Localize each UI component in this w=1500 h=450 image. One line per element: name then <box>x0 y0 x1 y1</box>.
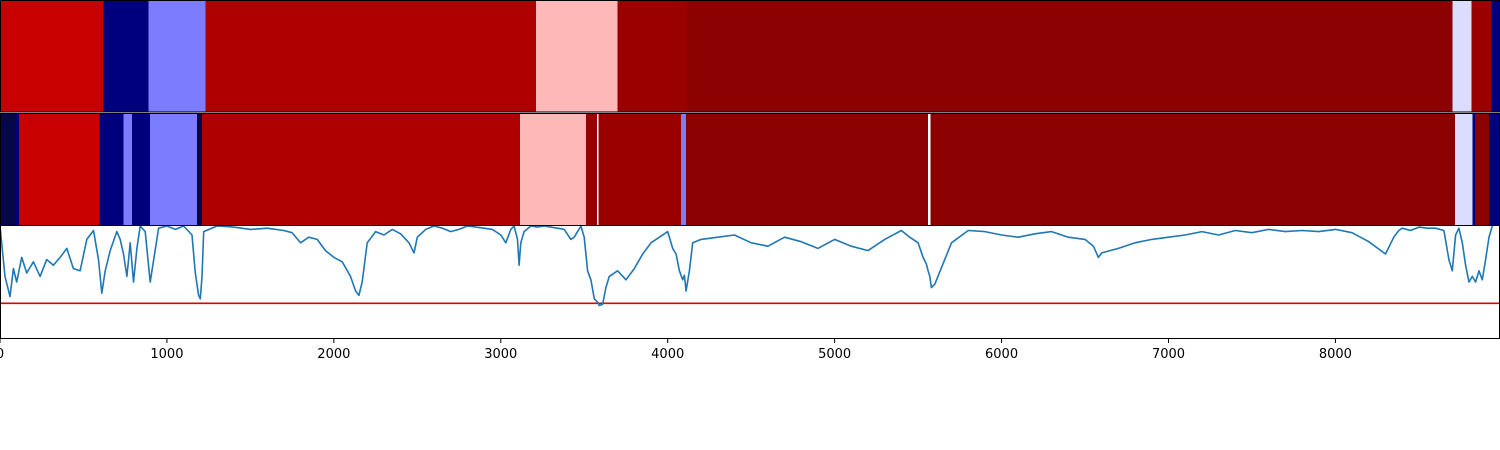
x-tick-label-7000: 7000 <box>1152 347 1185 362</box>
heatmap-segment-1-1 <box>15 114 20 225</box>
heatmap-segment-1-7 <box>196 114 202 225</box>
x-tick-label-8000: 8000 <box>1319 347 1352 362</box>
heatmap-segment-1-16 <box>930 114 1455 225</box>
heatmap-segment-0-9 <box>1491 1 1499 112</box>
heatmap-segment-0-3 <box>205 1 536 112</box>
heatmap-segment-1-15 <box>928 114 931 225</box>
series-line <box>0 225 1494 307</box>
heatmap-segment-1-5 <box>131 114 151 225</box>
heatmap-segment-0-4 <box>535 1 618 112</box>
heatmap-segment-1-20 <box>1488 114 1499 225</box>
heatmap-segment-1-14 <box>686 114 929 225</box>
line-panel <box>0 225 1499 307</box>
heatmap-segment-1-0 <box>0 114 16 225</box>
heatmap-segment-1-13 <box>681 114 687 225</box>
heatmap-segment-1-10 <box>585 114 597 225</box>
x-tick-label-5000: 5000 <box>818 347 851 362</box>
heatmap-segment-0-5 <box>617 1 688 112</box>
x-tick-label-2000: 2000 <box>317 347 350 362</box>
heatmap-segment-1-3 <box>99 114 124 225</box>
x-tick-label-6000: 6000 <box>985 347 1018 362</box>
heatmap-segment-0-1 <box>103 1 149 112</box>
heatmap-segment-1-9 <box>519 114 586 225</box>
heatmap-segment-1-17 <box>1454 114 1473 225</box>
heatmap-segment-1-11 <box>596 114 599 225</box>
heatmap-segment-0-7 <box>1452 1 1472 112</box>
x-axis-ticks: 0 1000 2000 3000 4000 5000 6000 7000 8000 <box>0 338 1352 362</box>
heatmap-track-top <box>0 1 1499 112</box>
heatmap-segment-1-6 <box>150 114 197 225</box>
heatmap-segment-1-8 <box>201 114 520 225</box>
heatmap-track-middle <box>0 114 1499 225</box>
x-tick-label-0: 0 <box>0 347 4 362</box>
heatmap-segment-1-18 <box>1472 114 1475 225</box>
heatmap-segment-0-0 <box>0 1 104 112</box>
heatmap-segment-0-2 <box>148 1 206 112</box>
heatmap-segment-0-6 <box>687 1 1453 112</box>
heatmap-segment-1-4 <box>123 114 132 225</box>
heatmap-segment-1-19 <box>1474 114 1489 225</box>
x-tick-label-4000: 4000 <box>651 347 684 362</box>
heatmap-segment-1-12 <box>598 114 682 225</box>
x-tick-label-1000: 1000 <box>150 347 183 362</box>
x-tick-label-3000: 3000 <box>484 347 517 362</box>
heatmap-segment-0-8 <box>1471 1 1492 112</box>
heatmap-segment-1-2 <box>19 114 100 225</box>
